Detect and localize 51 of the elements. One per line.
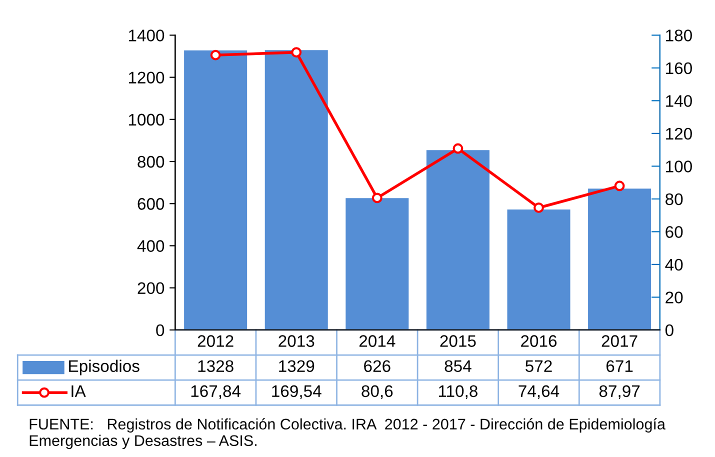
y2-tick-label: 20 <box>666 292 683 304</box>
data-label: 671 <box>606 360 633 372</box>
point <box>291 47 302 58</box>
data-label: 1329 <box>279 360 314 372</box>
y-tick-label: 1200 <box>128 72 164 84</box>
x-tick-label: 2012 <box>198 335 234 347</box>
source-note: FUENTE: Registros de Notificación Colectiva. IRA 2012 - 2017 - Dirección de Epidemiología Emergencias y Desastres – ASIS. <box>30 418 666 450</box>
y2-tick-label: 120 <box>666 128 692 140</box>
data-label: 572 <box>526 360 552 372</box>
y-tick-label: 600 <box>138 198 164 210</box>
data-label: 74,64 <box>518 385 560 400</box>
y2-tick-label: 60 <box>666 226 683 238</box>
y2-tick-label: 100 <box>666 160 692 172</box>
bar <box>346 198 409 330</box>
bar <box>184 50 248 330</box>
data-label: 169,54 <box>272 385 322 400</box>
x-tick-label: 2016 <box>521 335 557 347</box>
data-label: 110,8 <box>438 385 478 400</box>
y2-tick-label: 40 <box>665 258 683 271</box>
y2-tick-label: 180 <box>666 30 692 42</box>
data-label: 1328 <box>198 360 234 372</box>
data-label: 80,6 <box>362 385 393 400</box>
bar <box>507 210 570 330</box>
y2-tick-label: 140 <box>666 95 692 107</box>
x-tick-label: 2015 <box>440 335 476 347</box>
y-tick-label: 1000 <box>128 114 164 126</box>
point <box>534 202 544 213</box>
point <box>372 192 382 204</box>
x-tick-label: 2013 <box>278 335 314 347</box>
x-tick-label: 2014 <box>359 335 396 347</box>
legend-label: IA <box>72 385 86 397</box>
data-label: 626 <box>364 360 390 372</box>
y2-tick-label: 0 <box>665 324 674 336</box>
point <box>210 50 221 60</box>
x-tick-label: 2017 <box>602 335 638 347</box>
y-tick-label: 400 <box>137 240 164 252</box>
y2-tick-label: 80 <box>666 193 683 206</box>
y2-tick-label: 160 <box>666 62 692 74</box>
bar <box>588 188 652 330</box>
legend-label: Episodios <box>69 360 140 376</box>
y-tick-label: 0 <box>156 324 164 336</box>
bar <box>426 150 490 330</box>
point <box>614 180 625 192</box>
data-label: 854 <box>444 360 472 372</box>
data-label: 87,97 <box>599 385 640 400</box>
point <box>452 143 464 154</box>
y-tick-label: 800 <box>138 156 164 168</box>
y-tick-label: 1400 <box>128 30 164 42</box>
data-label: 167,84 <box>191 385 241 400</box>
bar <box>264 50 328 330</box>
y-tick-label: 200 <box>138 282 164 294</box>
